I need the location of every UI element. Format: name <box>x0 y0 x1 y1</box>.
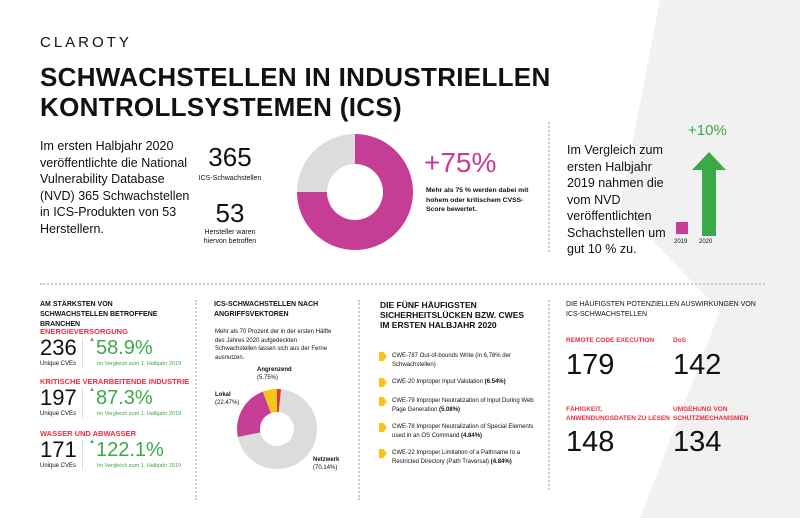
branch-name: KRITISCHE VERARBEITENDE INDUSTRIE <box>40 377 190 386</box>
donut-slice-netzwerk <box>237 389 317 469</box>
cwes-heading: DIE FÜNF HÄUFIGSTEN SICHERHEITSLÜCKEN BZ… <box>380 300 525 330</box>
branches-heading: AM STÄRKSTEN VON SCHWACHSTELLEN BETROFFE… <box>40 301 158 328</box>
donut-slice-sonstige <box>297 134 355 192</box>
bullet-icon <box>379 352 387 361</box>
growth-text: Im Vergleich zum ersten Halbjahr 2019 na… <box>567 143 666 256</box>
branch-compare: Im Vergleich zum 1. Halbjahr 2019 <box>97 463 182 469</box>
branch-unit: Unique CVEs <box>40 411 77 417</box>
bullet-icon <box>379 449 387 458</box>
impact-count: 142 <box>673 349 722 381</box>
bar-2019 <box>676 222 688 234</box>
branch-name: WASSER UND ABWASSER <box>40 429 136 438</box>
up-triangle-icon: ▲ <box>89 337 95 343</box>
branch-compare: Im Vergleich zum 1. Halbjahr 2019 <box>97 361 182 367</box>
impact-name: REMOTE CODE EXECUTION <box>566 337 655 344</box>
bar-2020-arrow <box>692 152 726 236</box>
divider <box>548 122 550 252</box>
divider <box>358 300 360 500</box>
branch-change: 58.9% <box>96 337 153 359</box>
vuln-count: 365 <box>208 142 252 172</box>
year-2019: 2019 <box>674 239 688 245</box>
divider <box>82 440 83 470</box>
bullet-icon <box>379 423 387 432</box>
cwe-item: CWE-787 Out-of-bounds Write (in 6,78% de… <box>379 352 542 369</box>
cwe-item: CWE-79 Improper Neutralization of Input … <box>379 397 542 414</box>
bullet-icon <box>379 397 387 406</box>
bullet-icon <box>379 378 387 387</box>
vectors-donut <box>237 389 317 469</box>
cvss-text: Mehr als 75 % werden dabei mit hohem ode… <box>426 187 529 213</box>
cvss-donut <box>297 134 413 250</box>
page-title: SCHWACHSTELLEN IN INDUSTRIELLEN KONTROLLS… <box>40 62 551 122</box>
impact-count: 134 <box>673 426 722 458</box>
claroty-logo: CLAROTY <box>40 34 132 51</box>
branch-count: 171 <box>40 437 77 462</box>
impacts-heading: DIE HÄUFIGSTEN POTENZIELLEN AUSWIRKUNGEN… <box>566 301 756 318</box>
divider <box>82 338 83 368</box>
divider <box>82 388 83 418</box>
label-netzwerk: Netzwerk (70.14%) <box>313 457 340 471</box>
branch-unit: Unique CVEs <box>40 361 77 367</box>
impact-name: UMGEHUNG VON SCHUTZMECHANISMEN <box>673 406 749 422</box>
vuln-label: ICS-Schwachstellen <box>198 175 262 182</box>
impact-name: FÄHIGKEIT, ANWENDUNGSDATEN ZU LESEN <box>566 406 670 422</box>
cvss-value: +75% <box>424 147 497 178</box>
impact-count: 179 <box>566 349 615 381</box>
divider <box>40 283 765 285</box>
donut-slice-hoch-kritisch <box>297 134 413 250</box>
up-triangle-icon: ▲ <box>89 439 95 445</box>
branch-count: 236 <box>40 335 77 360</box>
cwe-item: CWE-22 Improper Limitation of a Pathname… <box>379 449 542 466</box>
label-lokal: Lokal (22.47%) <box>215 392 240 406</box>
donut-slice-sonstige <box>277 389 282 413</box>
intro-text: Im ersten Halbjahr 2020 veröffentlichte … <box>40 139 190 236</box>
donut-slice-angrenzend <box>262 389 277 414</box>
vectors-heading: ICS-SCHWACHSTELLEN NACH ANGRIFFSVEKTOREN <box>214 301 319 318</box>
impact-name: DoS <box>673 337 686 344</box>
branch-compare: Im Vergleich zum 1. Halbjahr 2019 <box>97 411 182 417</box>
label-angrenzend: Angrenzend (5.75%) <box>257 367 292 381</box>
cwe-item: CWE-78 Improper Neutralization of Specia… <box>379 423 542 440</box>
up-triangle-icon: ▲ <box>89 387 95 393</box>
branch-name: ENERGIEVERSORGUNG <box>40 327 128 336</box>
growth-value: +10% <box>688 122 727 139</box>
vectors-text: Mehr als 70 Prozent der in der ersten Hä… <box>215 329 332 361</box>
vendor-count: 53 <box>215 198 245 228</box>
divider <box>548 300 550 490</box>
branch-change: 87.3% <box>96 387 153 409</box>
vendor-label: Hersteller waren hiervon betroffen <box>203 229 257 245</box>
impact-count: 148 <box>566 426 615 458</box>
divider <box>195 300 197 500</box>
branch-count: 197 <box>40 385 77 410</box>
branch-change: 122.1% <box>96 439 164 461</box>
donut-slice-lokal <box>237 391 271 438</box>
year-2020: 2020 <box>699 239 713 245</box>
cwe-item: CWE-20 Improper Input Validation (6.54%) <box>379 378 542 387</box>
branch-unit: Unique CVEs <box>40 463 77 469</box>
